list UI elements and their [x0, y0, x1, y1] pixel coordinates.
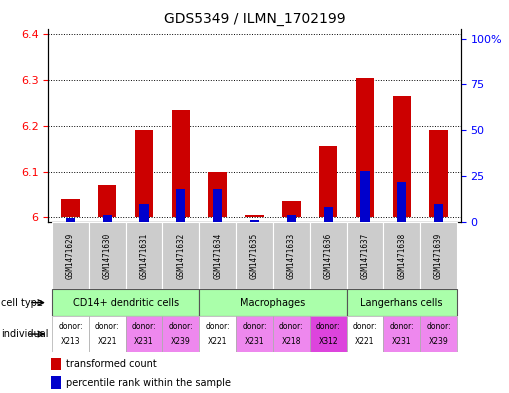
Bar [309, 316, 347, 352]
Bar [135, 130, 153, 217]
Bar [245, 215, 264, 217]
Text: X239: X239 [171, 337, 191, 346]
Bar [89, 316, 126, 352]
Bar [434, 204, 443, 222]
Text: donor:: donor: [242, 322, 267, 331]
Bar [172, 110, 190, 217]
Text: Langerhans cells: Langerhans cells [360, 298, 443, 308]
Text: X312: X312 [318, 337, 338, 346]
Bar [52, 316, 89, 352]
Bar [200, 289, 347, 316]
Bar [347, 316, 383, 352]
Bar [383, 222, 420, 289]
Bar [213, 189, 222, 222]
Text: GSM1471636: GSM1471636 [324, 232, 332, 279]
Text: donor:: donor: [205, 322, 230, 331]
Bar [162, 316, 200, 352]
Text: donor:: donor: [353, 322, 377, 331]
Bar [347, 222, 383, 289]
Bar [61, 199, 79, 217]
Text: donor:: donor: [168, 322, 193, 331]
Text: transformed count: transformed count [66, 359, 156, 369]
Text: X221: X221 [208, 337, 228, 346]
Text: X239: X239 [429, 337, 448, 346]
Text: cell type: cell type [1, 298, 43, 308]
Bar [162, 222, 200, 289]
Title: GDS5349 / ILMN_1702199: GDS5349 / ILMN_1702199 [164, 12, 345, 26]
Bar [176, 189, 185, 222]
Bar [420, 316, 457, 352]
Bar [52, 289, 200, 316]
Text: GSM1471632: GSM1471632 [177, 232, 185, 279]
Bar [98, 185, 117, 217]
Bar [347, 289, 457, 316]
Bar [66, 219, 75, 222]
Text: donor:: donor: [279, 322, 304, 331]
Text: donor:: donor: [132, 322, 156, 331]
Bar [209, 172, 227, 217]
Text: donor:: donor: [316, 322, 341, 331]
Text: GSM1471631: GSM1471631 [139, 232, 149, 279]
Text: X221: X221 [98, 337, 117, 346]
Text: GSM1471634: GSM1471634 [213, 232, 222, 279]
Bar [282, 201, 300, 217]
Text: Macrophages: Macrophages [240, 298, 305, 308]
Text: GSM1471637: GSM1471637 [360, 232, 370, 279]
Bar [356, 78, 374, 217]
Bar [273, 316, 309, 352]
Text: donor:: donor: [426, 322, 451, 331]
Text: CD14+ dendritic cells: CD14+ dendritic cells [73, 298, 179, 308]
Bar [324, 208, 333, 222]
Bar [139, 204, 149, 222]
Text: individual: individual [1, 329, 48, 339]
Bar [103, 215, 112, 222]
Bar [420, 222, 457, 289]
Bar [126, 222, 162, 289]
Text: percentile rank within the sample: percentile rank within the sample [66, 378, 231, 387]
Bar [126, 316, 162, 352]
Bar [309, 222, 347, 289]
Bar [51, 358, 61, 370]
Bar [430, 130, 448, 217]
Bar [383, 316, 420, 352]
Bar [89, 222, 126, 289]
Bar [392, 96, 411, 217]
Text: GSM1471639: GSM1471639 [434, 232, 443, 279]
Bar [236, 316, 273, 352]
Bar [200, 316, 236, 352]
Text: donor:: donor: [95, 322, 120, 331]
Bar [52, 222, 89, 289]
Bar [273, 222, 309, 289]
Text: X221: X221 [355, 337, 375, 346]
Bar [250, 220, 259, 222]
Text: X231: X231 [392, 337, 412, 346]
Bar [360, 171, 370, 222]
Bar [51, 376, 61, 389]
Text: GSM1471635: GSM1471635 [250, 232, 259, 279]
Bar [319, 146, 337, 217]
Text: GSM1471629: GSM1471629 [66, 232, 75, 279]
Bar [287, 215, 296, 222]
Text: donor:: donor: [58, 322, 83, 331]
Text: X218: X218 [281, 337, 301, 346]
Bar [397, 182, 406, 222]
Text: GSM1471630: GSM1471630 [103, 232, 112, 279]
Text: X213: X213 [61, 337, 80, 346]
Bar [200, 222, 236, 289]
Text: GSM1471633: GSM1471633 [287, 232, 296, 279]
Text: X231: X231 [245, 337, 264, 346]
Bar [236, 222, 273, 289]
Text: GSM1471638: GSM1471638 [397, 232, 406, 279]
Text: X231: X231 [134, 337, 154, 346]
Text: donor:: donor: [389, 322, 414, 331]
